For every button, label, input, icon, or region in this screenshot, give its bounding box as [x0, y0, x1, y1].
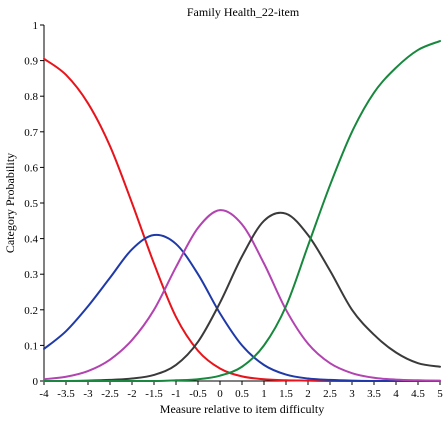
x-tick-label: 5 — [437, 388, 443, 400]
x-tick-label: 2 — [305, 388, 311, 400]
y-ticks: 0 0.1 0.2 0.3 0.4 0.5 0.6 0.7 0.8 0.9 1 — [24, 20, 44, 388]
x-tick-label: 4 — [393, 388, 399, 400]
y-tick-label: 1 — [33, 20, 39, 32]
y-tick-label: 0.4 — [24, 234, 38, 246]
y-tick-label: 0.3 — [24, 269, 38, 281]
x-tick-label: 0 — [217, 388, 223, 400]
x-tick-label: 3.5 — [367, 388, 381, 400]
axes — [43, 25, 440, 382]
x-tick-label: -2 — [127, 388, 136, 400]
x-tick-label: 2.5 — [323, 388, 337, 400]
x-tick-label: -0.5 — [189, 388, 207, 400]
series-group — [43, 40, 441, 383]
x-tick-label: 4.5 — [411, 388, 425, 400]
y-tick-label: 0.9 — [24, 56, 38, 68]
x-tick-label: 3 — [349, 388, 355, 400]
x-tick-label: -2.5 — [101, 388, 119, 400]
series-line-2 — [43, 233, 441, 383]
y-tick-label: 0.1 — [24, 340, 38, 352]
x-tick-label: 0.5 — [235, 388, 249, 400]
y-tick-label: 0.2 — [24, 305, 38, 317]
y-axis-label: Category Probability — [3, 153, 17, 253]
series-line-4 — [43, 211, 441, 383]
y-tick-label: 0.6 — [24, 162, 38, 174]
x-tick-label: -3 — [83, 388, 93, 400]
x-tick-label: -1 — [171, 388, 180, 400]
y-tick-label: 0 — [33, 376, 39, 388]
x-ticks: -4 -3.5 -3 -2.5 -2 -1.5 -1 -0.5 0 0.5 1 1.5 2 2.5 3 3.5… — [39, 381, 443, 400]
series-line-3 — [43, 209, 441, 382]
x-tick-label: 1 — [261, 388, 267, 400]
y-tick-label: 0.5 — [24, 198, 38, 210]
x-tick-label: -3.5 — [57, 388, 75, 400]
y-tick-label: 0.8 — [24, 91, 38, 103]
series-line-1 — [43, 57, 441, 383]
chart-title: Family Health_22-item — [187, 5, 300, 19]
x-tick-label: -4 — [39, 388, 49, 400]
x-tick-label: 1.5 — [279, 388, 293, 400]
x-tick-label: -1.5 — [145, 388, 163, 400]
series-line-5 — [43, 40, 441, 383]
x-axis-label: Measure relative to item difficulty — [160, 402, 324, 416]
y-tick-label: 0.7 — [24, 127, 38, 139]
